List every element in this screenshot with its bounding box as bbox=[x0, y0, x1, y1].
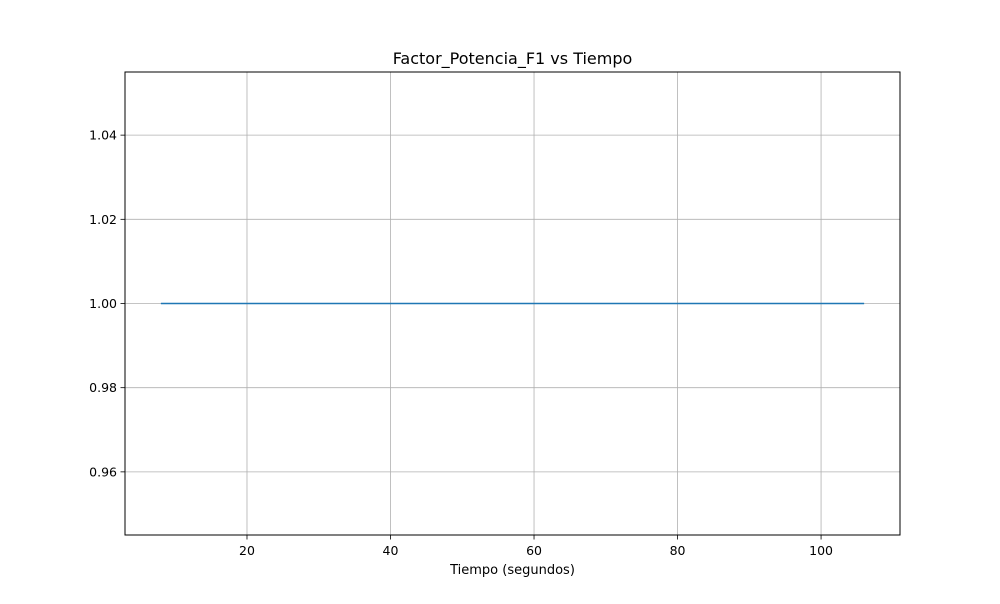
x-tick-label: 80 bbox=[670, 543, 686, 558]
y-tick-label: 1.00 bbox=[89, 296, 117, 311]
y-tick-label: 0.98 bbox=[89, 380, 117, 395]
ticks: 20 40 60 80 100 0.96 0.98 1.00 1.02 1.04 bbox=[89, 128, 833, 558]
y-tick-label: 1.04 bbox=[89, 128, 117, 143]
x-axis-label: Tiempo (segundos) bbox=[449, 563, 575, 578]
x-tick-label: 60 bbox=[526, 543, 542, 558]
x-tick-label: 100 bbox=[809, 543, 833, 558]
chart-title: Factor_Potencia_F1 vs Tiempo bbox=[393, 49, 633, 69]
x-tick-label: 40 bbox=[383, 543, 399, 558]
y-tick-label: 1.02 bbox=[89, 212, 117, 227]
y-tick-label: 0.96 bbox=[89, 464, 117, 479]
x-tick-label: 20 bbox=[239, 543, 255, 558]
